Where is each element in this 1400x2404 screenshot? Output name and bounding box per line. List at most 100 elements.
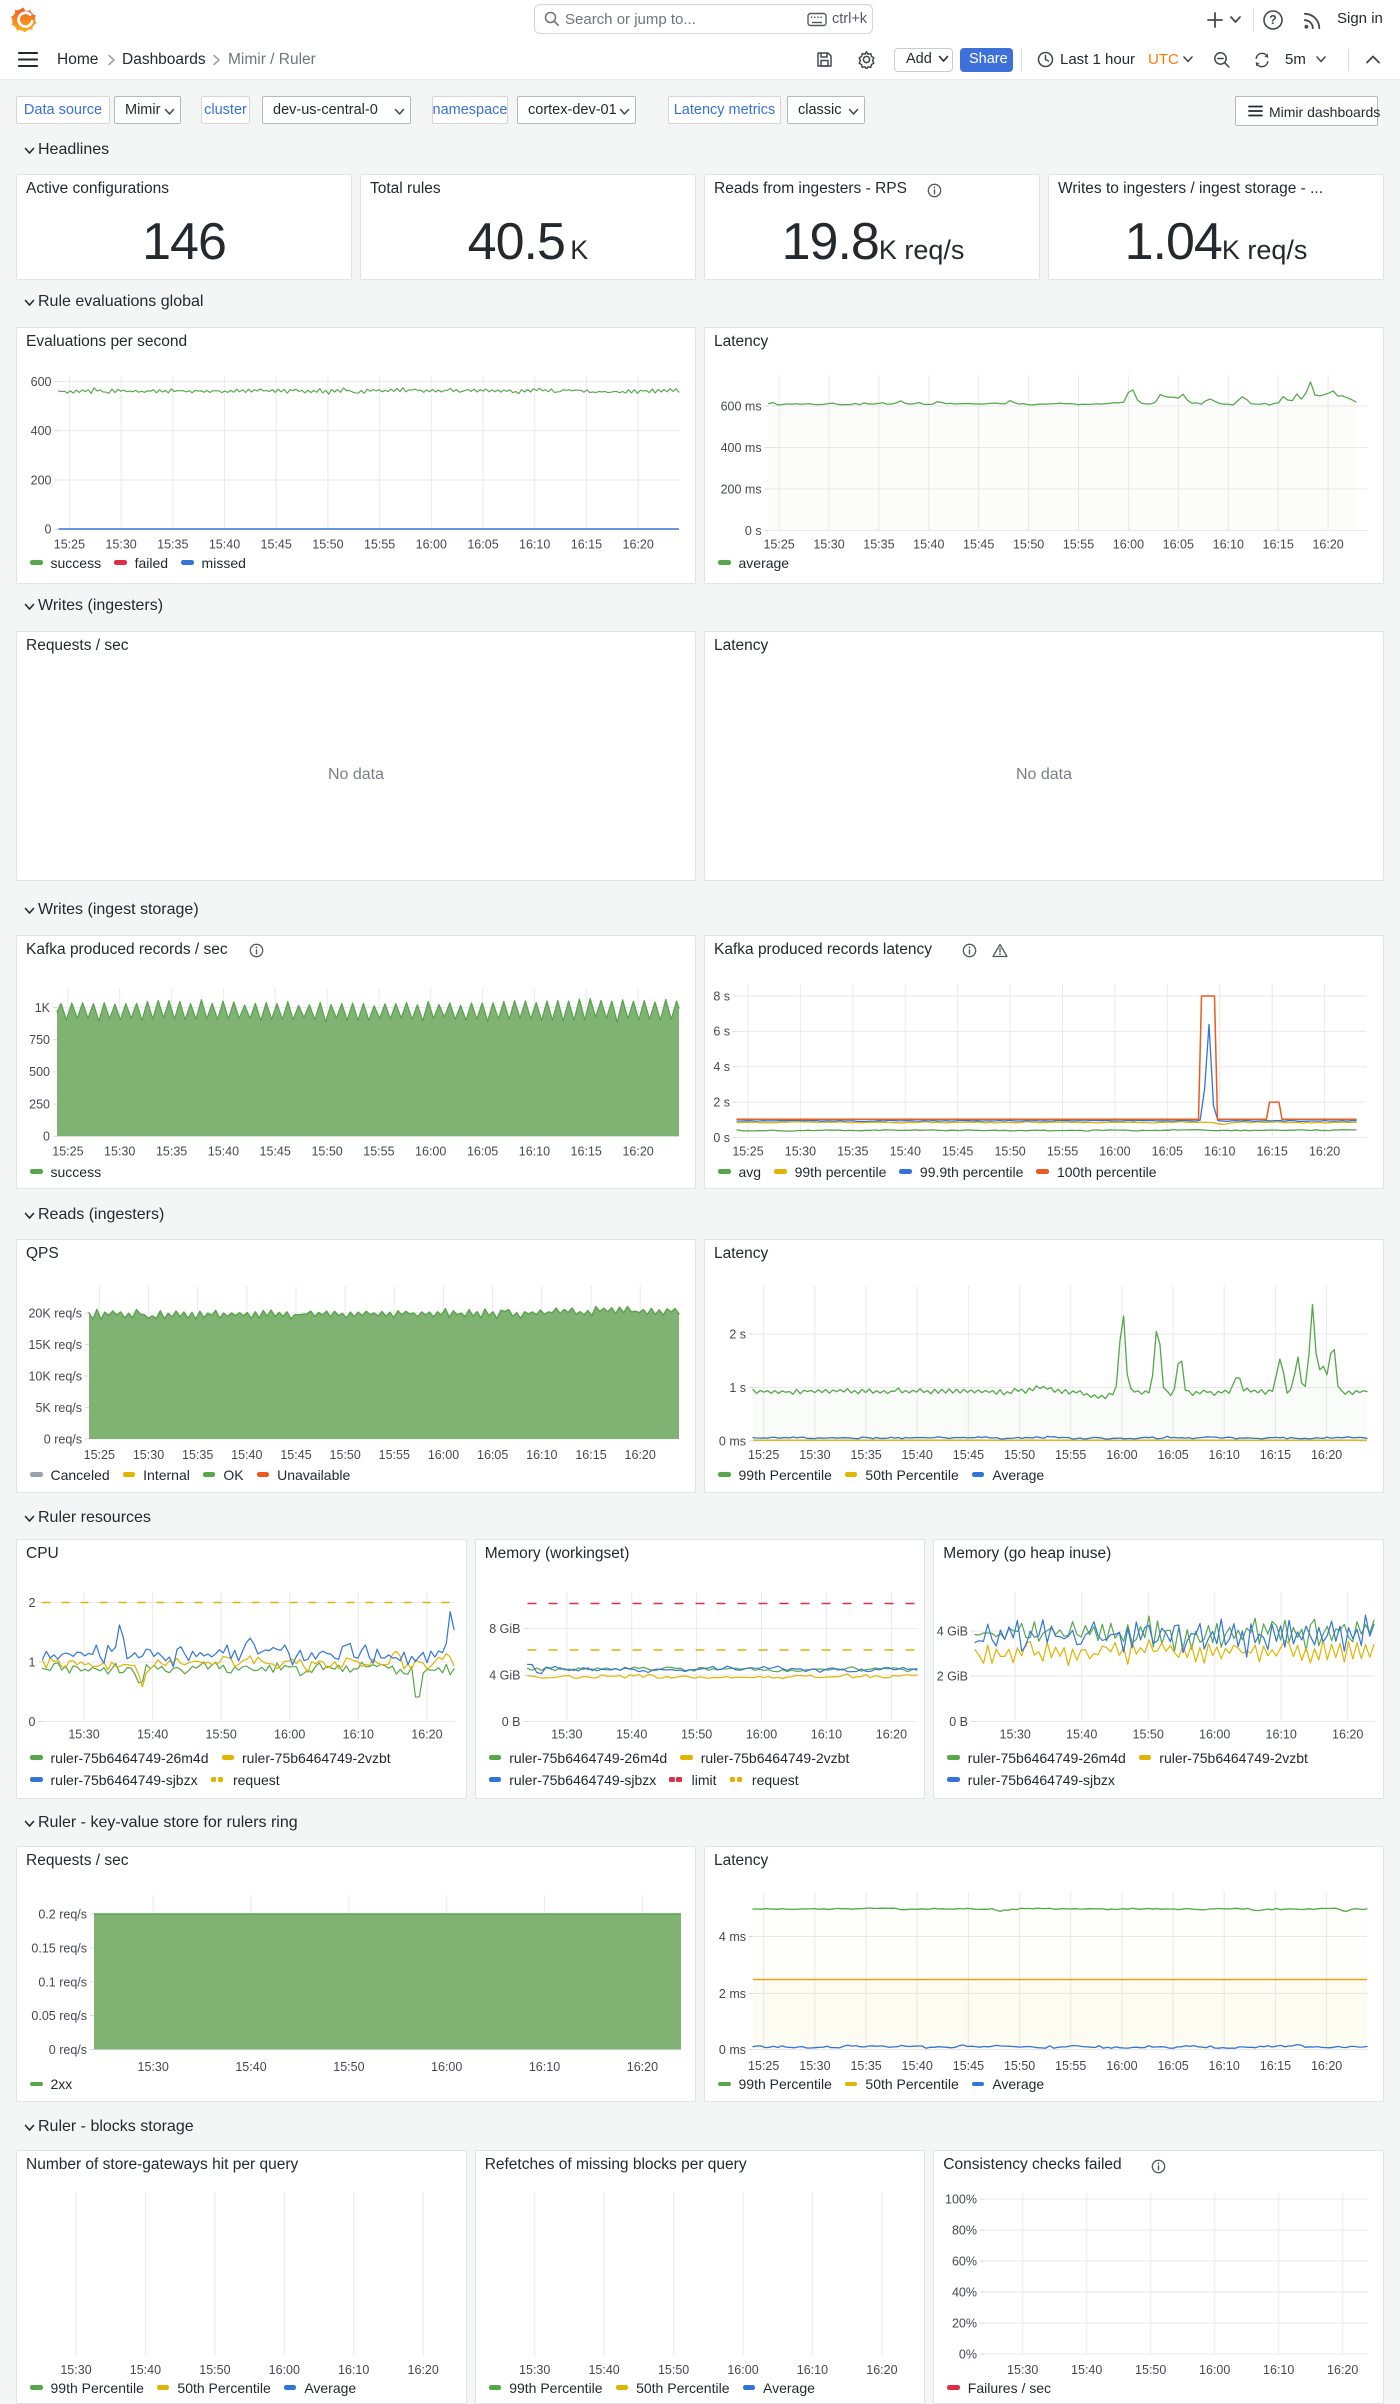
svg-text:15:30: 15:30	[104, 1145, 135, 1159]
svg-text:16:20: 16:20	[1327, 2363, 1358, 2377]
svg-text:15K req/s: 15K req/s	[28, 1338, 82, 1352]
svg-text:0: 0	[29, 1715, 36, 1729]
svg-text:16:05: 16:05	[1152, 1145, 1183, 1159]
svg-text:15:50: 15:50	[994, 1145, 1025, 1159]
svg-text:16:00: 16:00	[727, 2363, 758, 2377]
svg-text:15:40: 15:40	[1071, 2363, 1102, 2377]
svg-text:16:05: 16:05	[467, 537, 498, 551]
svg-text:15:30: 15:30	[60, 2363, 91, 2377]
svg-text:15:40: 15:40	[208, 1145, 239, 1159]
svg-text:16:05: 16:05	[1163, 537, 1194, 551]
svg-text:4 GiB: 4 GiB	[489, 1668, 520, 1682]
svg-text:15:25: 15:25	[748, 1448, 779, 1462]
svg-text:750: 750	[29, 1033, 50, 1047]
svg-text:16:15: 16:15	[575, 1448, 606, 1462]
svg-text:2 GiB: 2 GiB	[937, 1669, 968, 1683]
svg-text:15:40: 15:40	[902, 1448, 933, 1462]
svg-text:8 GiB: 8 GiB	[489, 1622, 520, 1636]
svg-text:15:30: 15:30	[799, 1448, 830, 1462]
svg-text:16:00: 16:00	[1113, 537, 1144, 551]
svg-text:15:55: 15:55	[379, 1448, 410, 1462]
svg-text:15:30: 15:30	[519, 2363, 550, 2377]
svg-text:1K: 1K	[35, 1001, 51, 1015]
svg-text:15:55: 15:55	[364, 537, 395, 551]
svg-text:0 B: 0 B	[949, 1715, 968, 1729]
svg-text:15:35: 15:35	[157, 537, 188, 551]
svg-text:15:50: 15:50	[1004, 2059, 1035, 2073]
svg-text:15:30: 15:30	[813, 537, 844, 551]
svg-text:16:05: 16:05	[1157, 2059, 1188, 2073]
svg-text:16:10: 16:10	[797, 2363, 828, 2377]
svg-text:15:35: 15:35	[863, 537, 894, 551]
svg-text:16:15: 16:15	[571, 537, 602, 551]
svg-text:15:40: 15:40	[235, 2060, 266, 2074]
svg-text:16:00: 16:00	[1099, 1145, 1130, 1159]
svg-text:16:20: 16:20	[625, 1448, 656, 1462]
svg-text:15:40: 15:40	[130, 2363, 161, 2377]
svg-text:15:35: 15:35	[850, 2059, 881, 2073]
svg-text:16:05: 16:05	[477, 1448, 508, 1462]
svg-text:16:10: 16:10	[1266, 1728, 1297, 1742]
svg-text:60%: 60%	[952, 2254, 977, 2268]
svg-text:15:25: 15:25	[748, 2059, 779, 2073]
svg-text:15:55: 15:55	[1047, 1145, 1078, 1159]
svg-text:15:30: 15:30	[785, 1145, 816, 1159]
svg-text:1: 1	[29, 1655, 36, 1669]
svg-text:2 s: 2 s	[713, 1095, 730, 1109]
svg-text:16:00: 16:00	[428, 1448, 459, 1462]
svg-text:100%: 100%	[945, 2192, 977, 2206]
svg-text:15:25: 15:25	[84, 1448, 115, 1462]
svg-text:16:00: 16:00	[1106, 2059, 1137, 2073]
svg-text:0.2 req/s: 0.2 req/s	[38, 1907, 87, 1921]
svg-text:0 ms: 0 ms	[719, 2043, 746, 2057]
svg-text:15:35: 15:35	[182, 1448, 213, 1462]
svg-text:10K req/s: 10K req/s	[28, 1369, 82, 1383]
svg-text:16:20: 16:20	[876, 1728, 907, 1742]
svg-text:15:45: 15:45	[953, 1448, 984, 1462]
svg-text:15:40: 15:40	[137, 1728, 168, 1742]
svg-text:15:50: 15:50	[681, 1728, 712, 1742]
svg-text:15:55: 15:55	[1055, 1448, 1086, 1462]
svg-text:0.1 req/s: 0.1 req/s	[38, 1975, 87, 1989]
svg-text:16:00: 16:00	[746, 1728, 777, 1742]
svg-text:16:00: 16:00	[1106, 1448, 1137, 1462]
svg-text:15:35: 15:35	[156, 1145, 187, 1159]
svg-text:1 s: 1 s	[729, 1381, 746, 1395]
svg-text:15:40: 15:40	[890, 1145, 921, 1159]
svg-text:6 s: 6 s	[713, 1025, 730, 1039]
svg-text:16:10: 16:10	[1263, 2363, 1294, 2377]
svg-text:0.15 req/s: 0.15 req/s	[31, 1941, 87, 1955]
svg-text:15:30: 15:30	[799, 2059, 830, 2073]
svg-text:16:05: 16:05	[1157, 1448, 1188, 1462]
svg-text:0 req/s: 0 req/s	[44, 1432, 82, 1446]
svg-text:15:30: 15:30	[1007, 2363, 1038, 2377]
svg-text:16:20: 16:20	[1312, 537, 1343, 551]
svg-text:15:45: 15:45	[280, 1448, 311, 1462]
svg-text:0 s: 0 s	[745, 524, 762, 538]
svg-text:15:45: 15:45	[953, 2059, 984, 2073]
svg-text:16:10: 16:10	[338, 2363, 369, 2377]
svg-text:15:40: 15:40	[913, 537, 944, 551]
svg-text:16:00: 16:00	[431, 2060, 462, 2074]
svg-text:2 s: 2 s	[729, 1327, 746, 1341]
svg-text:15:50: 15:50	[312, 537, 343, 551]
svg-text:16:05: 16:05	[467, 1145, 498, 1159]
svg-text:600 ms: 600 ms	[721, 399, 762, 413]
svg-text:4 ms: 4 ms	[719, 1930, 746, 1944]
svg-text:40%: 40%	[952, 2285, 977, 2299]
svg-text:16:00: 16:00	[1199, 1728, 1230, 1742]
svg-text:15:30: 15:30	[1000, 1728, 1031, 1742]
svg-text:15:50: 15:50	[330, 1448, 361, 1462]
svg-text:20%: 20%	[952, 2316, 977, 2330]
svg-text:4 GiB: 4 GiB	[937, 1624, 968, 1638]
svg-text:15:55: 15:55	[1063, 537, 1094, 551]
svg-text:15:50: 15:50	[333, 2060, 364, 2074]
svg-text:16:20: 16:20	[411, 1728, 442, 1742]
svg-text:16:20: 16:20	[408, 2363, 439, 2377]
svg-text:15:55: 15:55	[1055, 2059, 1086, 2073]
svg-text:200 ms: 200 ms	[721, 482, 762, 496]
svg-text:5K req/s: 5K req/s	[35, 1401, 82, 1415]
svg-text:15:50: 15:50	[311, 1145, 342, 1159]
svg-text:16:15: 16:15	[1260, 2059, 1291, 2073]
svg-text:15:30: 15:30	[551, 1728, 582, 1742]
